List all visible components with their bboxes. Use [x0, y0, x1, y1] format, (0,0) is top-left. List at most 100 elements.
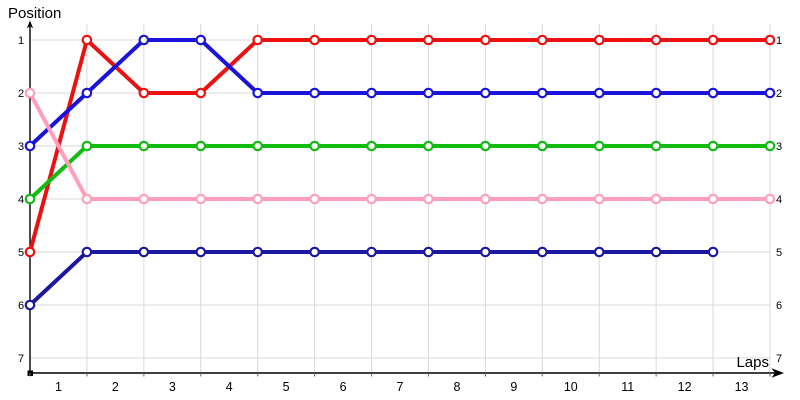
y-tick-label-left: 6	[18, 300, 24, 312]
pink-line-marker	[480, 193, 491, 205]
red-line-marker	[593, 34, 605, 46]
pink-line-marker	[195, 193, 207, 205]
red-line-marker	[81, 34, 93, 46]
red-line-marker	[480, 34, 491, 46]
y-tick-label-right: 2	[776, 88, 782, 100]
pink-line-marker	[650, 193, 662, 205]
green-line-marker	[764, 140, 776, 152]
y-tick-label-right: 1	[776, 35, 782, 47]
y-tick-label-left: 4	[18, 194, 24, 206]
y-tick-label-left: 7	[18, 353, 24, 365]
green-line-marker	[537, 140, 548, 152]
pink-line-marker	[138, 193, 150, 205]
blue-line-marker	[480, 87, 491, 99]
y-tick-label-right: 3	[776, 141, 782, 153]
navy-line-marker	[81, 246, 93, 258]
navy-line-marker	[309, 246, 320, 258]
red-line-marker	[366, 34, 377, 46]
green-line-marker	[480, 140, 491, 152]
navy-line-marker	[24, 299, 36, 311]
x-tick-label: 2	[112, 380, 119, 394]
red-line-marker	[764, 34, 776, 46]
y-tick-label-left: 3	[18, 141, 24, 153]
red-line-marker	[423, 34, 434, 46]
red-line-marker	[195, 87, 207, 99]
green-line	[28, 144, 770, 201]
pink-line-marker	[593, 193, 605, 205]
blue-line	[28, 38, 770, 148]
navy-line-marker	[423, 246, 434, 258]
blue-line-marker	[366, 87, 377, 99]
blue-line-marker	[707, 87, 719, 99]
green-line-marker	[650, 140, 662, 152]
red-line-marker	[707, 34, 719, 46]
x-tick-label: 1	[55, 380, 62, 394]
pink-line-marker	[24, 87, 36, 99]
navy-line-marker	[195, 246, 207, 258]
x-tick-label: 11	[621, 380, 634, 394]
navy-line-marker	[650, 246, 662, 258]
green-line-marker	[195, 140, 207, 152]
pink-line-marker	[764, 193, 776, 205]
y-tick-label-right: 5	[776, 247, 782, 259]
pink-line-marker	[707, 193, 719, 205]
pink-line-marker	[81, 193, 93, 205]
x-tick-label: 8	[453, 380, 460, 394]
x-tick-label: 4	[226, 380, 233, 394]
blue-line-marker	[81, 87, 93, 99]
navy-line-marker	[138, 246, 150, 258]
x-tick-label: 12	[678, 380, 692, 394]
red-line-marker	[537, 34, 548, 46]
green-line-marker	[366, 140, 377, 152]
y-tick-label-right: 4	[776, 194, 782, 206]
pink-line	[28, 92, 770, 201]
blue-line-marker	[593, 87, 605, 99]
series-lines	[24, 34, 776, 311]
x-axis-title: Laps	[736, 354, 769, 371]
red-line-marker	[650, 34, 662, 46]
x-axis-arrow-icon	[771, 368, 784, 378]
pink-line-marker	[537, 193, 548, 205]
x-tick-label: 9	[510, 380, 517, 394]
blue-line-marker	[309, 87, 320, 99]
x-tick-label: 13	[735, 380, 749, 394]
red-line-marker	[138, 87, 150, 99]
green-line-marker	[252, 140, 263, 152]
x-tick-label: 6	[340, 380, 347, 394]
blue-line-marker	[650, 87, 662, 99]
red-line-marker	[309, 34, 320, 46]
y-tick-label-left: 2	[18, 88, 24, 100]
green-line-marker	[593, 140, 605, 152]
x-tick-label: 3	[169, 380, 176, 394]
blue-line-marker	[138, 34, 150, 46]
blue-line-marker	[423, 87, 434, 99]
green-line-marker	[81, 140, 93, 152]
y-axis-title: Position	[8, 5, 61, 22]
y-tick-label-left: 1	[18, 35, 24, 47]
pink-line-marker	[309, 193, 320, 205]
pink-line-marker	[423, 193, 434, 205]
navy-line-marker	[252, 246, 263, 258]
green-line-marker	[707, 140, 719, 152]
blue-line-marker	[195, 34, 207, 46]
red-line	[28, 38, 770, 253]
y-axis-arrow-icon	[26, 20, 34, 29]
navy-line-marker	[593, 246, 605, 258]
y-tick-label-left: 5	[18, 247, 24, 259]
green-line-marker	[309, 140, 320, 152]
x-tick-label: 5	[283, 380, 290, 394]
red-line-marker	[252, 34, 263, 46]
pink-line-marker	[366, 193, 377, 205]
blue-line-marker	[252, 87, 263, 99]
x-tick-label: 10	[564, 380, 578, 394]
navy-line-marker	[537, 246, 548, 258]
y-tick-label-right: 6	[776, 300, 782, 312]
blue-line-marker	[537, 87, 548, 99]
navy-line-marker	[707, 246, 719, 258]
y-tick-label-right: 7	[776, 353, 782, 365]
blue-line-marker	[24, 140, 36, 152]
tick-labels: 1 12 23 34 45 56 67 71 2 3 4 5 6 7 8 9 10 11 12 13	[18, 35, 782, 394]
green-line-marker	[423, 140, 434, 152]
